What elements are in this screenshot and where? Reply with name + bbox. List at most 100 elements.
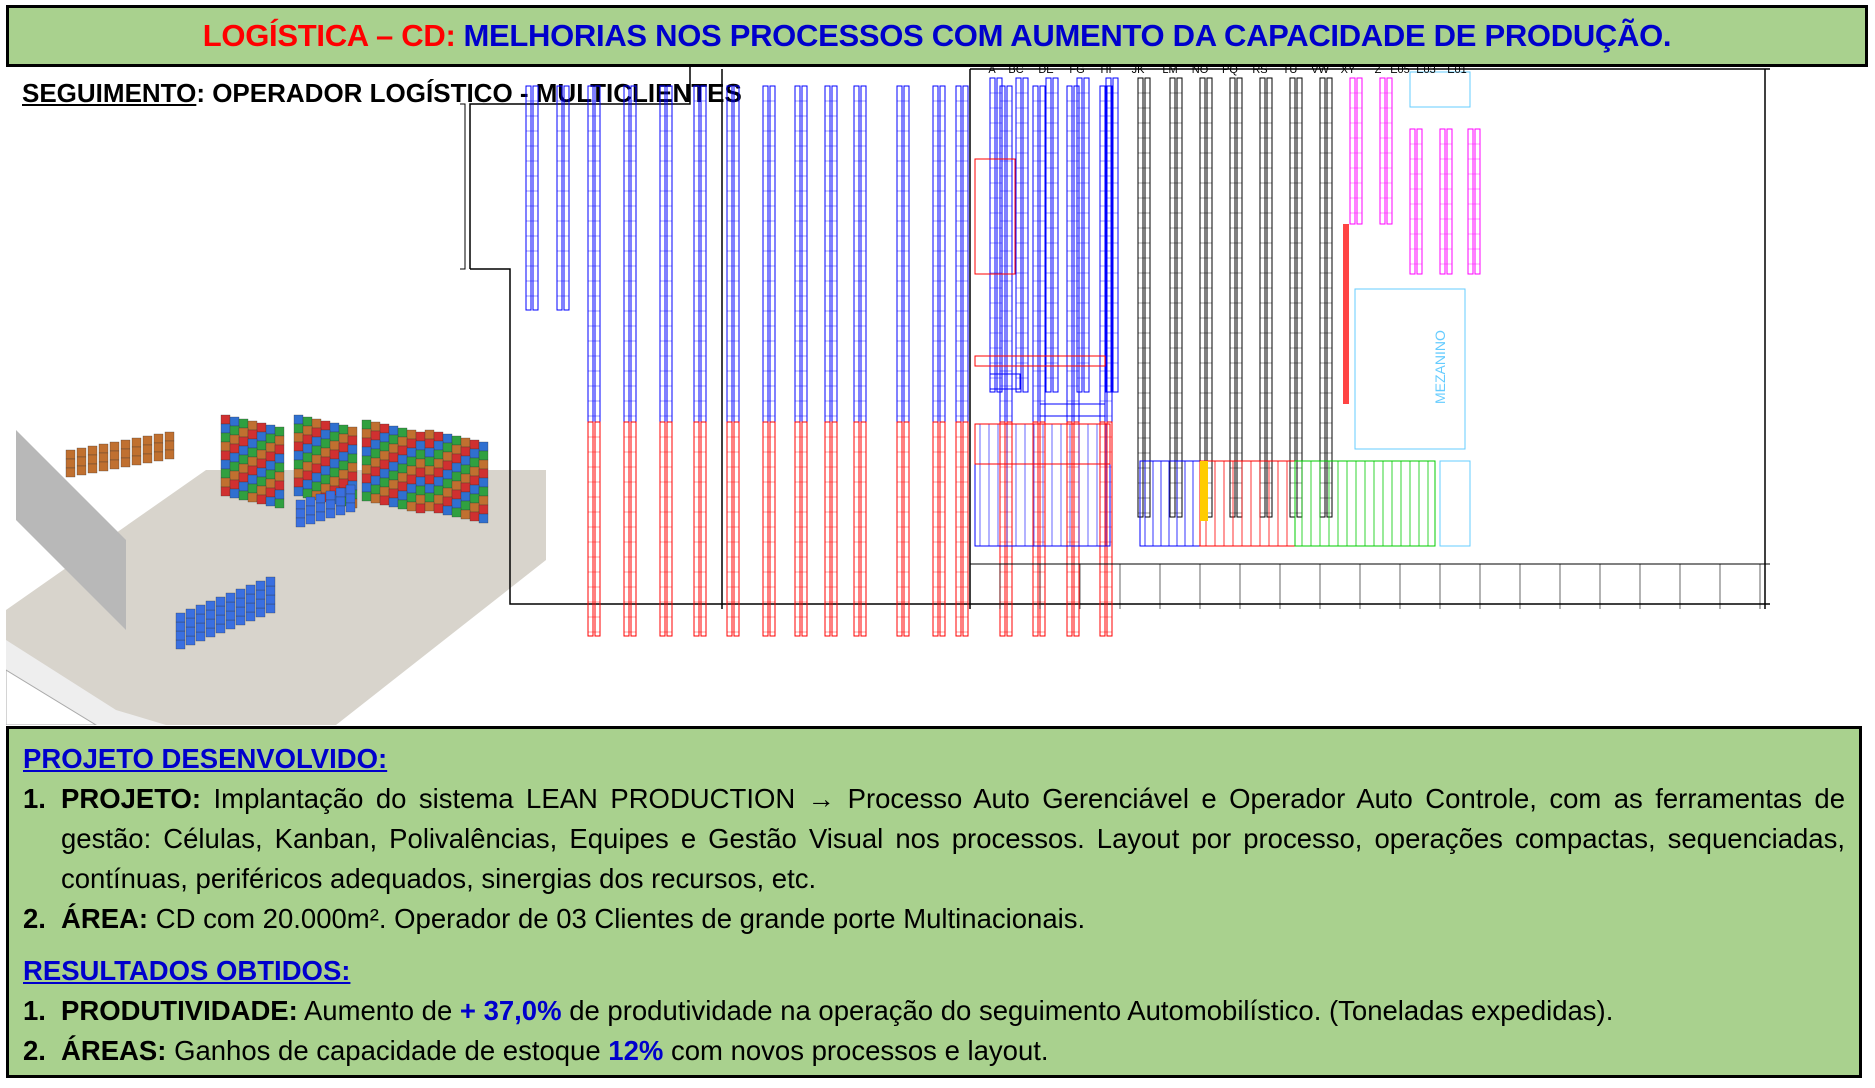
pallet	[302, 488, 313, 499]
pallet	[109, 441, 120, 452]
pallet	[388, 497, 399, 508]
pallet	[302, 479, 313, 490]
pallet	[220, 477, 231, 488]
pallet	[347, 462, 358, 473]
floor	[6, 470, 546, 725]
pallet	[175, 621, 186, 632]
pallet	[338, 442, 349, 453]
pallet	[442, 478, 453, 489]
pallet	[320, 456, 331, 467]
rack	[1099, 85, 1106, 423]
rack	[1066, 421, 1073, 637]
pallet	[87, 454, 98, 465]
pallet	[370, 448, 381, 459]
pallet	[397, 427, 408, 438]
pallet	[424, 492, 435, 503]
pallet	[315, 502, 326, 513]
pallet	[424, 465, 435, 476]
pallet	[329, 440, 340, 451]
project-summary: PROJETO DESENVOLVIDO: 1. PROJETO: Implan…	[6, 726, 1862, 1078]
pallet	[229, 479, 240, 490]
pallet	[415, 431, 426, 442]
pallet	[247, 492, 258, 503]
pallet	[335, 505, 346, 516]
rack	[1289, 77, 1296, 518]
pallet	[247, 447, 258, 458]
item-number: 1.	[23, 995, 46, 1026]
rack	[831, 421, 838, 637]
pallet	[370, 439, 381, 450]
pallet	[370, 475, 381, 486]
pallet	[361, 446, 372, 457]
pallet	[293, 477, 304, 488]
pallet	[361, 455, 372, 466]
rack	[525, 85, 532, 311]
rack	[903, 85, 910, 423]
mezzanine-label: MEZANINO	[1432, 330, 1448, 404]
rack	[733, 85, 740, 423]
pallet	[215, 614, 226, 625]
rack	[896, 85, 903, 423]
project-heading: PROJETO DESENVOLVIDO:	[23, 743, 388, 774]
pallet	[397, 463, 408, 474]
rack	[1045, 77, 1052, 393]
rack	[1236, 77, 1243, 518]
pallet	[215, 623, 226, 634]
item-number: 2.	[23, 903, 46, 934]
aisle-label: KL	[885, 64, 898, 70]
rack	[831, 85, 838, 423]
pallet	[247, 420, 258, 431]
aisle-label: JK	[1132, 64, 1146, 76]
pallet	[175, 630, 186, 641]
pallet	[347, 453, 358, 464]
pallet	[229, 416, 240, 427]
pallet	[311, 463, 322, 474]
pallet	[370, 430, 381, 441]
pallet	[361, 419, 372, 430]
pallet	[235, 606, 246, 617]
pallet	[424, 456, 435, 467]
pallet	[131, 437, 142, 448]
rack	[1052, 77, 1059, 393]
pallet	[274, 462, 285, 473]
rack	[1076, 77, 1083, 393]
pallet	[142, 435, 153, 446]
pallet	[397, 481, 408, 492]
rack	[630, 85, 637, 423]
pallet	[175, 612, 186, 623]
item-text: Ganhos de capacidade de estoque	[174, 1035, 601, 1066]
rack	[1144, 77, 1151, 518]
blue-zone	[974, 423, 1111, 547]
pallet	[320, 447, 331, 458]
pallet	[379, 495, 390, 506]
pallet	[433, 431, 444, 442]
pallet	[415, 503, 426, 514]
pallet	[65, 449, 76, 460]
rack	[556, 85, 563, 311]
rack	[726, 85, 733, 423]
rack	[1206, 77, 1213, 518]
pallet	[345, 493, 356, 504]
pallet	[238, 454, 249, 465]
pallet	[433, 476, 444, 487]
pallet	[247, 456, 258, 467]
pallet	[245, 602, 256, 613]
pallet	[379, 477, 390, 488]
pallet	[293, 468, 304, 479]
pallet	[235, 597, 246, 608]
desk	[989, 373, 1021, 390]
aisle-label: J	[862, 64, 868, 70]
pallet	[229, 461, 240, 472]
pallet	[109, 450, 120, 461]
pallet	[238, 490, 249, 501]
pallet	[265, 460, 276, 471]
pallet	[265, 424, 276, 435]
pallet	[361, 491, 372, 502]
pallet	[245, 593, 256, 604]
aisle-label: TU	[1283, 64, 1298, 76]
pallet	[153, 442, 164, 453]
pallet	[238, 418, 249, 429]
pallet	[329, 458, 340, 469]
pallet	[164, 449, 175, 460]
pallet	[265, 469, 276, 480]
